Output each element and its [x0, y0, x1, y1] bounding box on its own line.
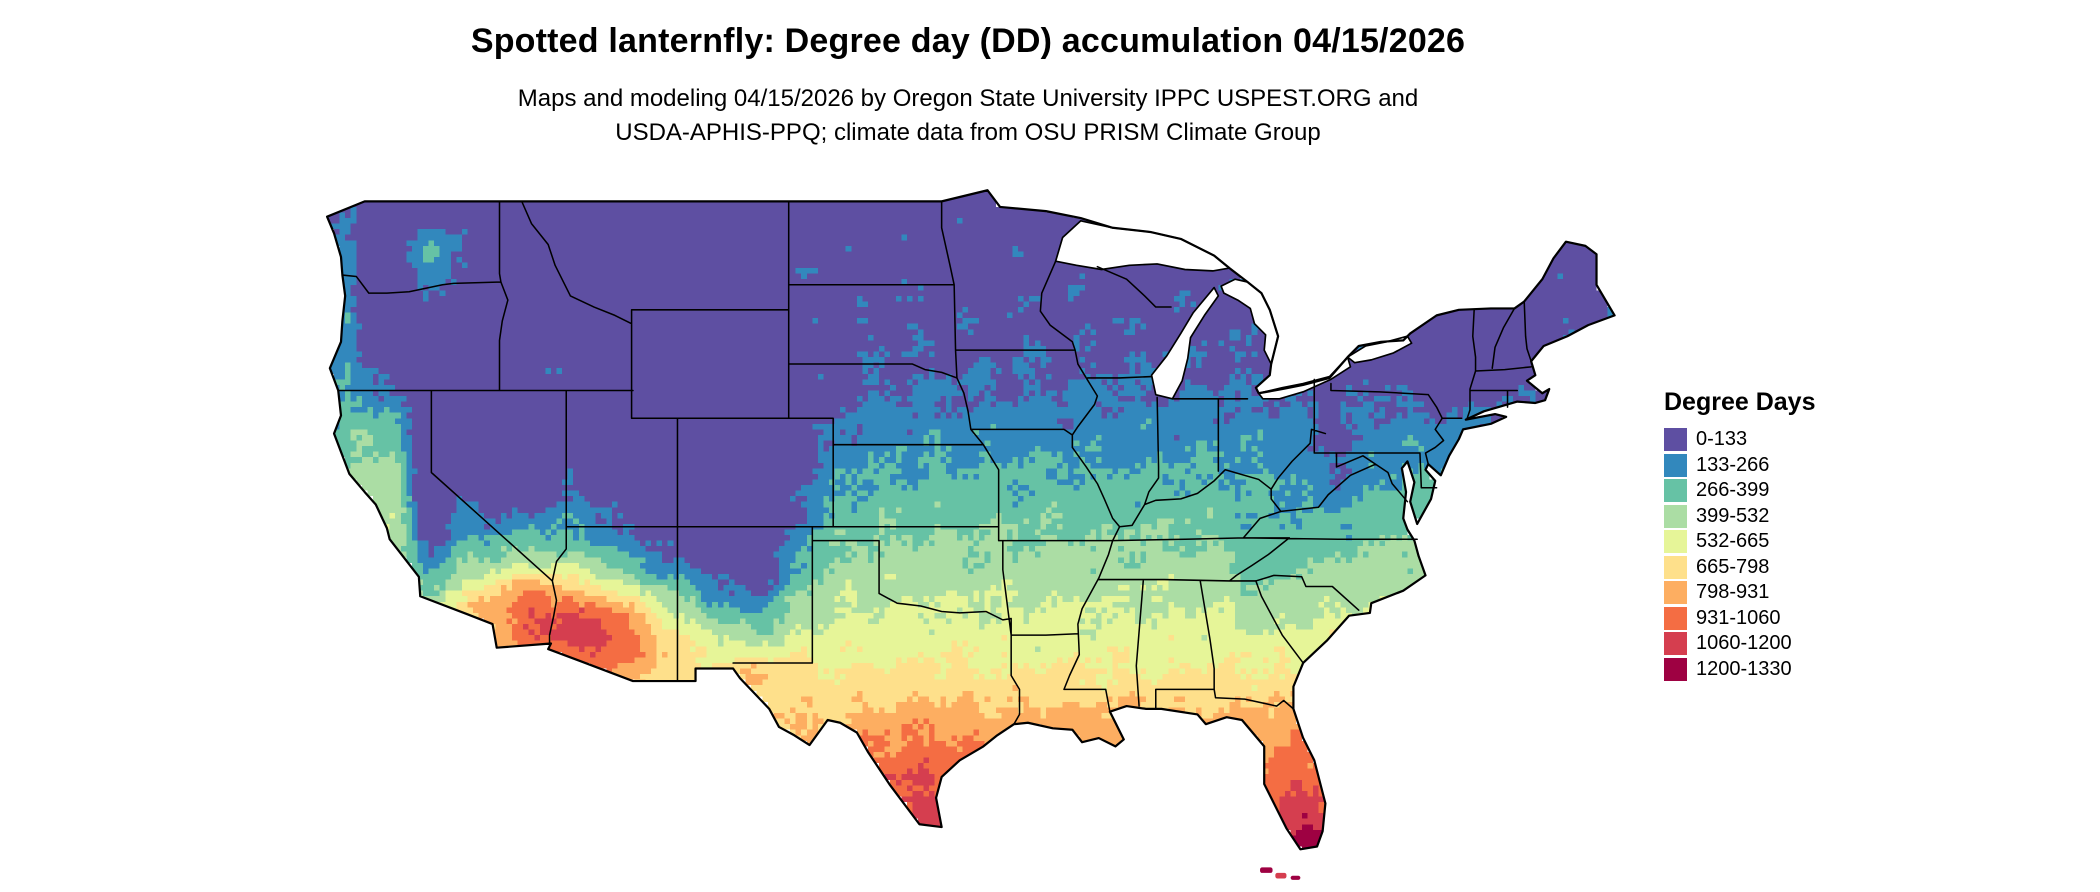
legend-swatch — [1664, 428, 1687, 451]
legend: Degree Days 0-133 133-266 266-399 399-532 53… — [1664, 388, 1815, 683]
subtitle-line1: Maps and modeling 04/15/2026 by Oregon S… — [517, 85, 1419, 112]
legend-entries: 0-133 133-266 266-399 399-532 532-665 665-798… — [1664, 428, 1815, 681]
legend-entry: 0-133 — [1664, 428, 1815, 451]
legend-swatch — [1664, 632, 1687, 655]
legend-swatch — [1664, 504, 1687, 528]
florida-keys — [1260, 867, 1273, 873]
subtitle-line2: USDA-APHIS-PPQ; climate data from OSU PR… — [615, 119, 1321, 146]
legend-entry: 266-399 — [1664, 479, 1815, 502]
legend-entry-label: 798-931 — [1696, 581, 1770, 603]
page-title: Spotted lanternfly: Degree day (DD) accu… — [470, 22, 1466, 60]
legend-entry: 399-532 — [1664, 504, 1815, 528]
legend-entry: 133-266 — [1664, 453, 1815, 477]
legend-entry: 665-798 — [1664, 555, 1815, 579]
florida-keys — [1275, 872, 1287, 879]
legend-entry-label: 1060-1200 — [1696, 632, 1792, 654]
legend-entry-label: 665-798 — [1696, 555, 1770, 578]
great-lake — [1346, 335, 1413, 364]
legend-entry-label: 0-133 — [1696, 428, 1748, 450]
great-lake — [1150, 286, 1220, 400]
dd-class-8 — [523, 607, 1330, 836]
legend-swatch — [1664, 479, 1687, 502]
legend-entry-label: 399-532 — [1696, 504, 1770, 527]
us-degree-day-map — [325, 189, 1616, 880]
dd-class-1 — [328, 206, 1614, 613]
legend-title: Degree Days — [1664, 388, 1816, 416]
legend-swatch — [1664, 530, 1687, 553]
legend-swatch — [1664, 581, 1687, 604]
dd-class-6 — [467, 579, 1313, 775]
subtitle: Maps and modeling 04/15/2026 by Oregon S… — [0, 82, 1936, 150]
legend-entry: 532-665 — [1664, 530, 1815, 553]
us-outline — [325, 189, 1616, 851]
legend-entry: 1200-1330 — [1664, 657, 1815, 681]
legend-entry-label: 133-266 — [1696, 453, 1770, 476]
legend-entry-label: 532-665 — [1696, 530, 1770, 552]
legend-entry: 1060-1200 — [1664, 632, 1815, 655]
dd-class-3 — [345, 429, 1430, 652]
legend-swatch — [1664, 453, 1687, 477]
legend-swatch — [1664, 606, 1687, 630]
dd-class-0 — [327, 190, 1608, 597]
great-lake — [1054, 220, 1231, 272]
dd-class-4 — [384, 512, 1391, 691]
legend-swatch — [1664, 657, 1687, 681]
dd-class-2 — [334, 240, 1447, 636]
legend-entry-label: 266-399 — [1696, 479, 1770, 501]
dd-class-5 — [456, 573, 1336, 741]
dd-raster — [327, 190, 1614, 850]
florida-keys — [1290, 875, 1301, 880]
dd-class-9 — [1290, 813, 1324, 850]
legend-entry-label: 1200-1330 — [1696, 657, 1792, 680]
legend-entry: 931-1060 — [1664, 606, 1815, 630]
legend-entry: 798-931 — [1664, 581, 1815, 604]
legend-entry-label: 931-1060 — [1696, 606, 1781, 629]
state-borders — [337, 200, 1532, 725]
legend-swatch — [1664, 555, 1687, 579]
